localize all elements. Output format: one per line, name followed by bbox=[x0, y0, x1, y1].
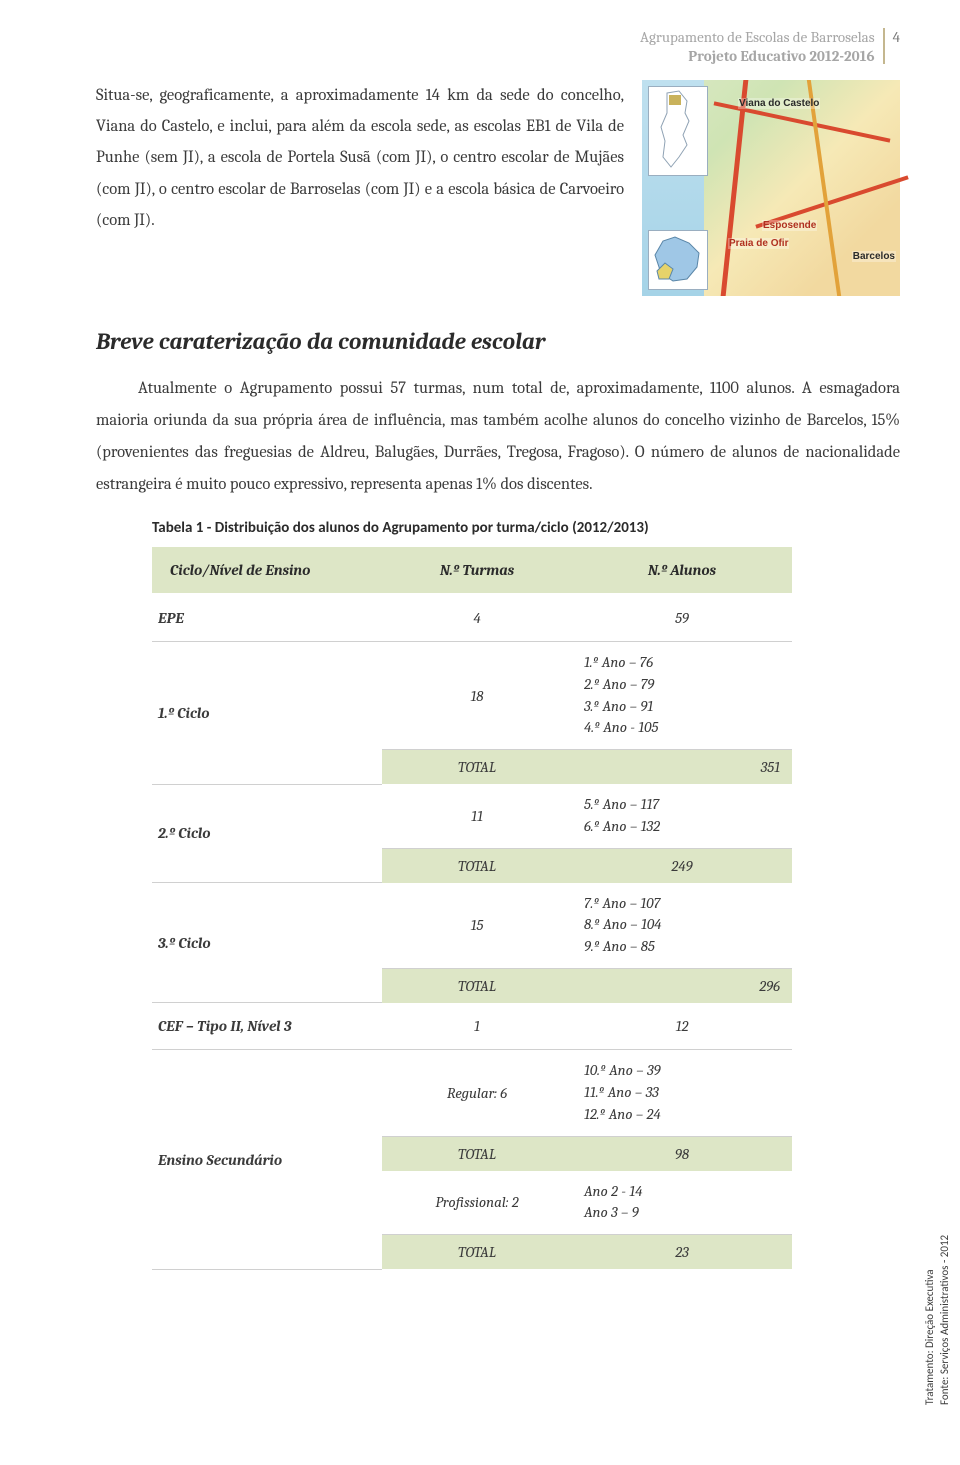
intro-block: Situa-se, geograficamente, a aproximadam… bbox=[96, 80, 900, 296]
col-ciclo: Ciclo/Nível de Ensino bbox=[152, 547, 382, 594]
cell-alunos: 7.º Ano – 107 8.º Ano – 104 9.º Ano – 85 bbox=[572, 883, 792, 969]
cell-alunos: Ano 2 - 14 Ano 3 – 9 bbox=[572, 1171, 792, 1235]
cell-alunos: 1.º Ano – 76 2.º Ano – 79 3.º Ano – 91 4… bbox=[572, 642, 792, 750]
table-row: EPE 4 59 bbox=[152, 594, 792, 642]
cell-turmas: Profissional: 2 bbox=[382, 1171, 572, 1235]
map-inset-region bbox=[648, 230, 708, 290]
header-line2: Projeto Educativo 2012-2016 bbox=[640, 47, 875, 66]
cell-ciclo: CEF – Tipo II, Nível 3 bbox=[152, 1003, 382, 1050]
cell-total-label: TOTAL bbox=[382, 750, 572, 785]
body-paragraph-text: Atualmente o Agrupamento possui 57 turma… bbox=[96, 379, 900, 495]
cell-turmas: 18 bbox=[382, 642, 572, 750]
table-header-row: Ciclo/Nível de Ensino N.º Turmas N.º Alu… bbox=[152, 547, 792, 594]
cell-total-value: 249 bbox=[572, 848, 792, 883]
cell-ciclo: 3.º Ciclo bbox=[152, 883, 382, 1003]
header-page-number: 4 bbox=[893, 28, 900, 66]
cell-alunos: 12 bbox=[572, 1003, 792, 1050]
header-divider bbox=[883, 28, 885, 64]
header-line1: Agrupamento de Escolas de Barroselas bbox=[640, 28, 875, 47]
cell-total-value: 23 bbox=[572, 1235, 792, 1270]
cell-total-label: TOTAL bbox=[382, 848, 572, 883]
cell-total-value: 98 bbox=[572, 1136, 792, 1171]
header-text: Agrupamento de Escolas de Barroselas Pro… bbox=[640, 28, 875, 66]
table-row: CEF – Tipo II, Nível 3 1 12 bbox=[152, 1003, 792, 1050]
table-row: 3.º Ciclo 15 7.º Ano – 107 8.º Ano – 104… bbox=[152, 883, 792, 969]
cell-total-label: TOTAL bbox=[382, 968, 572, 1003]
cell-alunos: 10.º Ano – 39 11.º Ano – 33 12.º Ano – 2… bbox=[572, 1050, 792, 1136]
table-row: Ensino Secundário Regular: 6 10.º Ano – … bbox=[152, 1050, 792, 1136]
cell-turmas: 4 bbox=[382, 594, 572, 642]
cell-ciclo: 2.º Ciclo bbox=[152, 784, 382, 883]
source-line2: Tratamento: Direção Executiva bbox=[923, 1245, 937, 1405]
page-header: Agrupamento de Escolas de Barroselas Pro… bbox=[96, 28, 900, 66]
cell-ciclo: EPE bbox=[152, 594, 382, 642]
source-block: Tratamento: Direção Executiva Fonte: Ser… bbox=[922, 1245, 952, 1405]
distribution-table: Ciclo/Nível de Ensino N.º Turmas N.º Alu… bbox=[152, 547, 792, 1270]
body-paragraph: Atualmente o Agrupamento possui 57 turma… bbox=[96, 373, 900, 502]
cell-alunos: 5.º Ano – 117 6.º Ano – 132 bbox=[572, 784, 792, 848]
intro-paragraph: Situa-se, geograficamente, a aproximadam… bbox=[96, 80, 624, 296]
cell-alunos: 59 bbox=[572, 594, 792, 642]
col-turmas: N.º Turmas bbox=[382, 547, 572, 594]
cell-turmas: 1 bbox=[382, 1003, 572, 1050]
table-caption: Tabela 1 - Distribuição dos alunos do Ag… bbox=[152, 519, 900, 537]
section-title: Breve caraterização da comunidade escola… bbox=[96, 328, 900, 355]
table-row: 1.º Ciclo 18 1.º Ano – 76 2.º Ano – 79 3… bbox=[152, 642, 792, 750]
cell-total-value: 296 bbox=[572, 968, 792, 1003]
cell-total-label: TOTAL bbox=[382, 1136, 572, 1171]
cell-turmas: Regular: 6 bbox=[382, 1050, 572, 1136]
cell-total-label: TOTAL bbox=[382, 1235, 572, 1270]
cell-total-value: 351 bbox=[572, 750, 792, 785]
map-inset-country bbox=[648, 86, 708, 176]
table-row: 2.º Ciclo 11 5.º Ano – 117 6.º Ano – 132 bbox=[152, 784, 792, 848]
cell-turmas: 15 bbox=[382, 883, 572, 969]
col-alunos: N.º Alunos bbox=[572, 547, 792, 594]
source-line1: Fonte: Serviços Administrativos - 2012 bbox=[938, 1245, 952, 1405]
cell-ciclo: 1.º Ciclo bbox=[152, 642, 382, 785]
cell-turmas: 11 bbox=[382, 784, 572, 848]
cell-ciclo: Ensino Secundário bbox=[152, 1050, 382, 1269]
location-map: Viana do Castelo Esposende Barcelos Prai… bbox=[642, 80, 900, 296]
page: Agrupamento de Escolas de Barroselas Pro… bbox=[0, 0, 960, 1465]
